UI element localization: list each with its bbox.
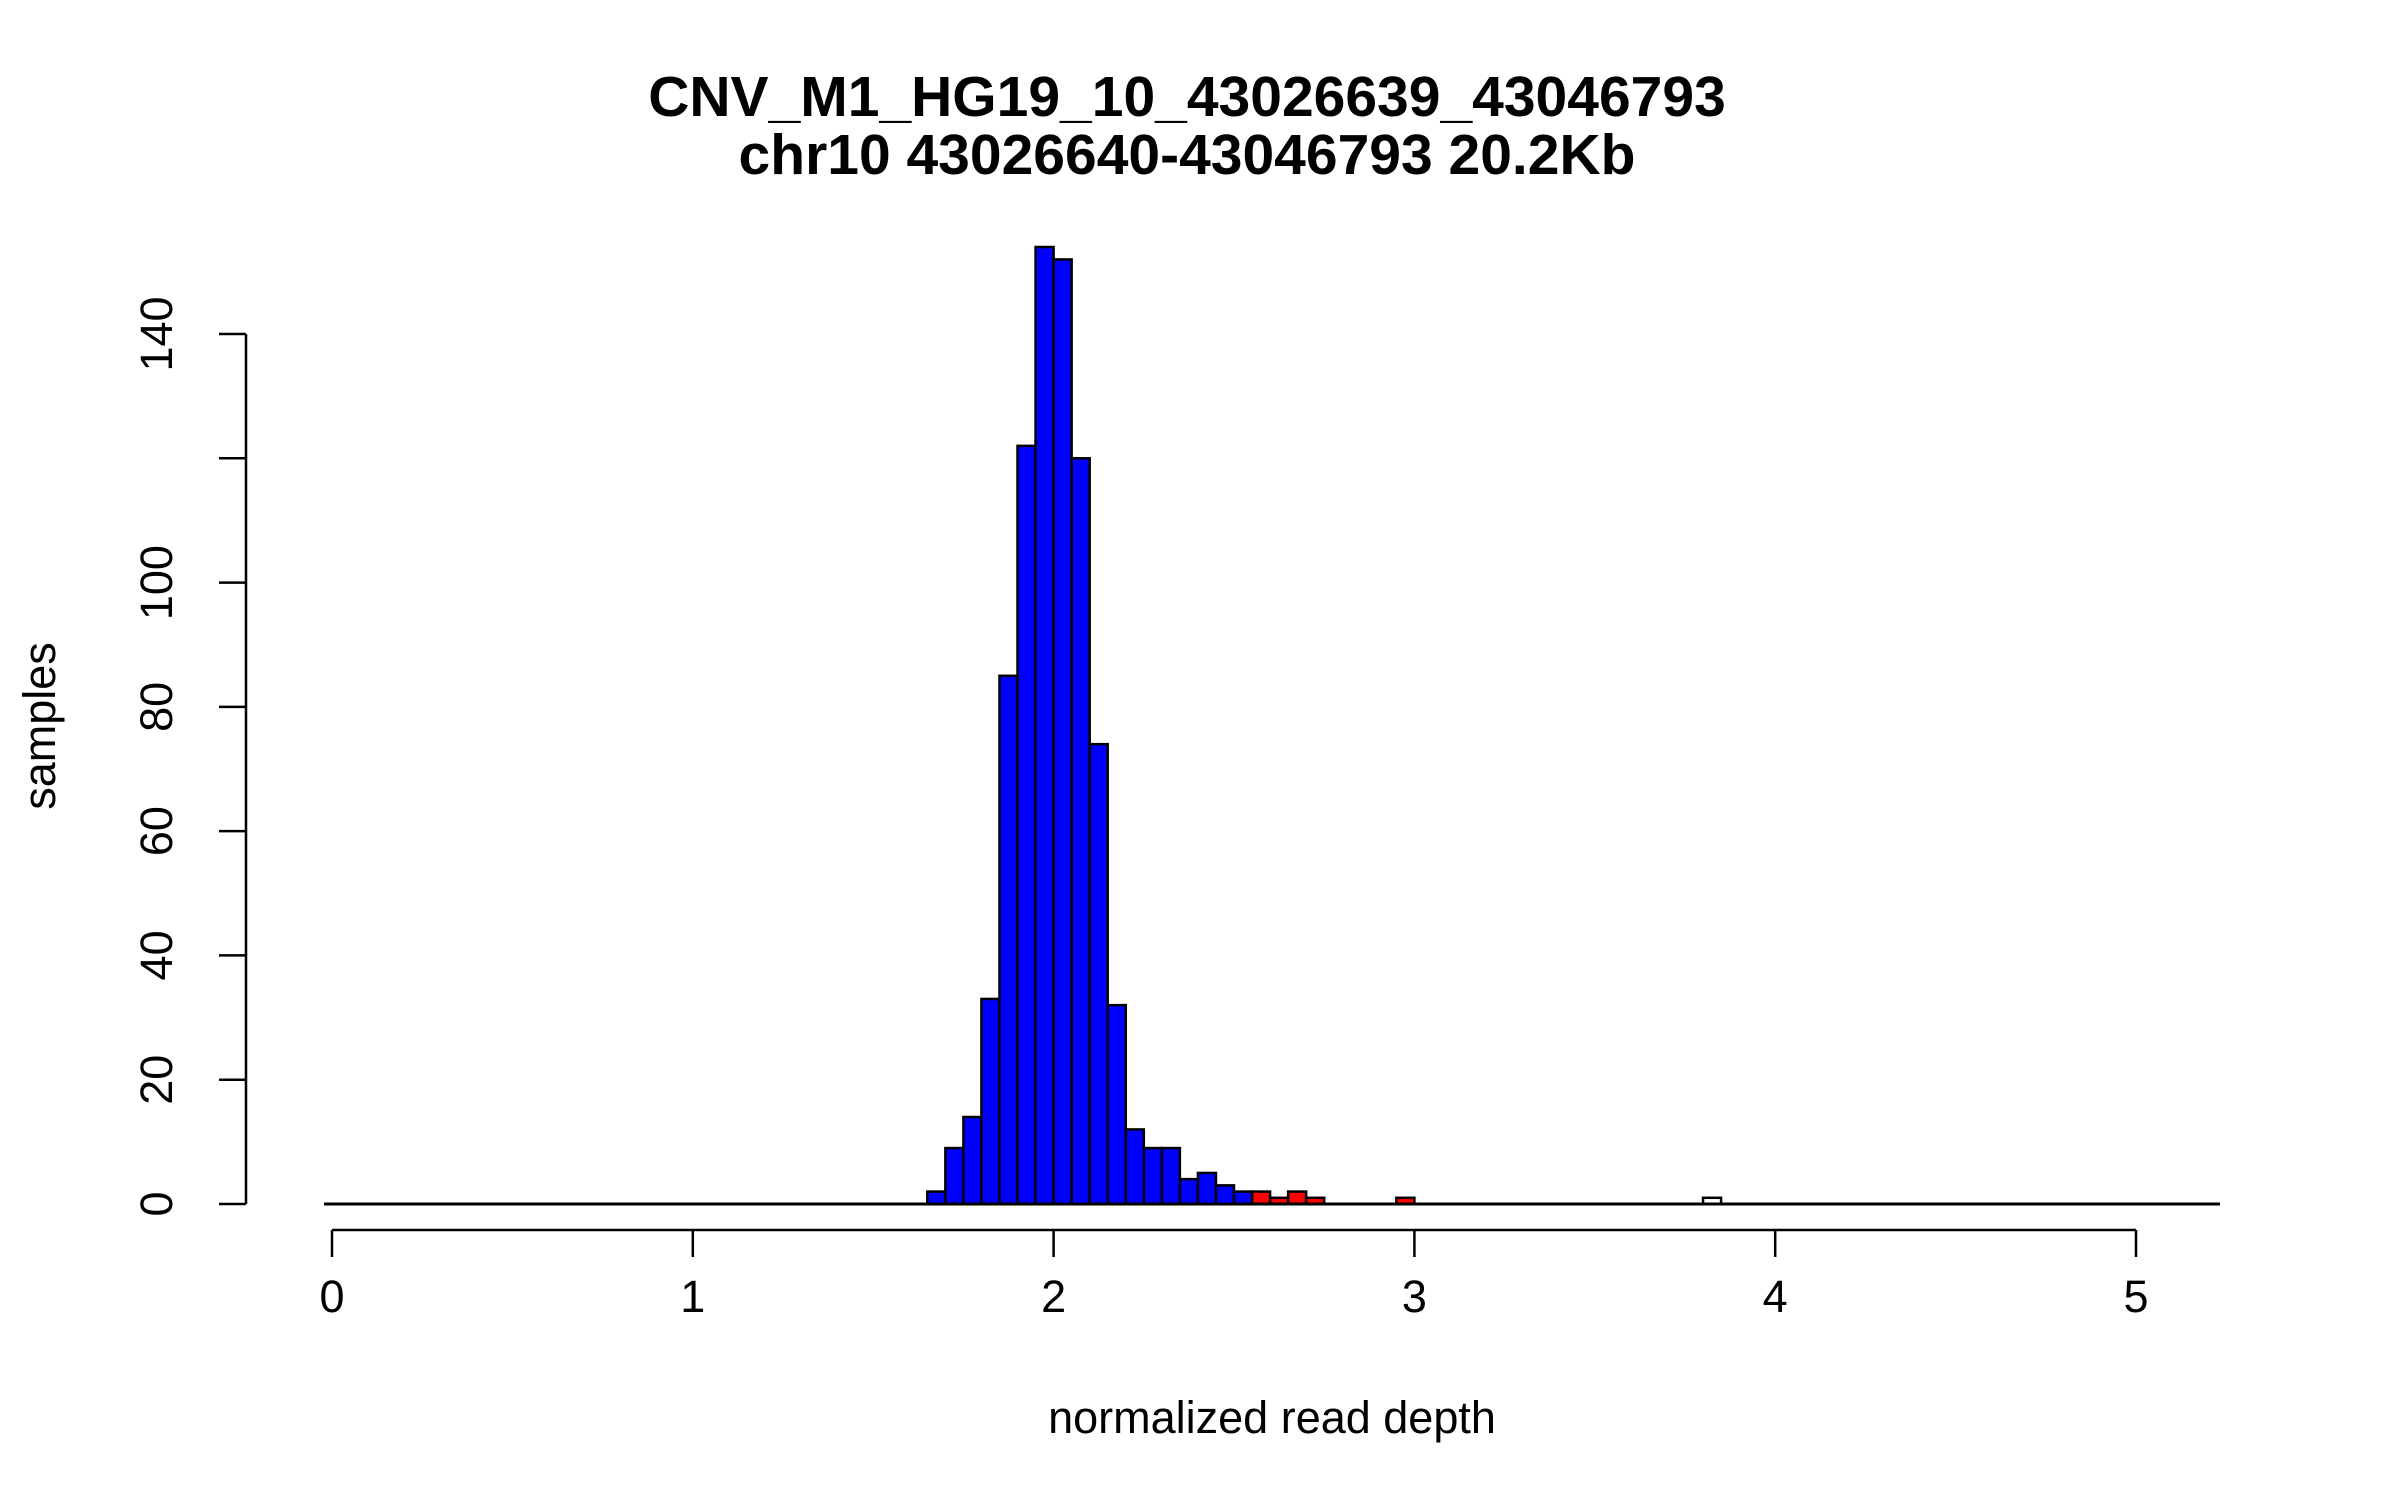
- histogram-bar: [1106, 1003, 1128, 1206]
- histogram-bar: [1052, 258, 1073, 1206]
- y-tick-label: 60: [131, 806, 182, 856]
- histogram-bar: [1070, 457, 1091, 1206]
- histogram-bar: [944, 1146, 965, 1206]
- y-tick-label: 140: [131, 296, 182, 371]
- histogram-bars: [926, 245, 1723, 1206]
- x-axis-title: normalized read depth: [1048, 1392, 1496, 1443]
- y-tick-label: 40: [131, 930, 182, 980]
- x-axis: 0 1 2 3 4 5: [319, 1228, 2149, 1322]
- histogram-bar: [1232, 1190, 1254, 1206]
- histogram-bar: [1196, 1171, 1218, 1206]
- histogram-bar: [1178, 1177, 1200, 1206]
- histogram-bar: [1214, 1184, 1236, 1206]
- x-tick-label: 0: [319, 1271, 344, 1322]
- histogram-bar: [1160, 1146, 1182, 1206]
- chart-title: CNV_M1_HG19_10_43026639_43046793: [648, 65, 1726, 129]
- histogram-bar: [1034, 245, 1055, 1206]
- y-tick-label: 20: [131, 1055, 182, 1105]
- histogram-bar: [1088, 742, 1109, 1206]
- histogram-bar: [962, 1115, 983, 1206]
- histogram-bar: [1250, 1190, 1272, 1206]
- x-tick-label: 5: [2123, 1271, 2148, 1322]
- y-tick-label: 100: [131, 545, 182, 620]
- histogram-bar: [1016, 444, 1037, 1206]
- x-tick-label: 3: [1402, 1271, 1427, 1322]
- y-tick-label: 0: [131, 1191, 182, 1216]
- histogram-bar: [998, 674, 1019, 1206]
- y-axis: 0 20 40 60 80 100 140: [131, 296, 248, 1217]
- histogram-bar: [1142, 1146, 1164, 1206]
- y-tick-label: 80: [131, 682, 182, 732]
- chart-subtitle: chr10 43026640-43046793 20.2Kb: [739, 123, 1636, 187]
- histogram-bar: [980, 997, 1001, 1206]
- histogram-bar: [1286, 1190, 1308, 1206]
- x-tick-label: 4: [1763, 1271, 1788, 1322]
- x-tick-label: 2: [1041, 1271, 1066, 1322]
- y-axis-title: samples: [14, 642, 65, 810]
- histogram-bar: [1124, 1128, 1146, 1206]
- histogram-bar: [926, 1190, 947, 1206]
- x-tick-label: 1: [680, 1271, 705, 1322]
